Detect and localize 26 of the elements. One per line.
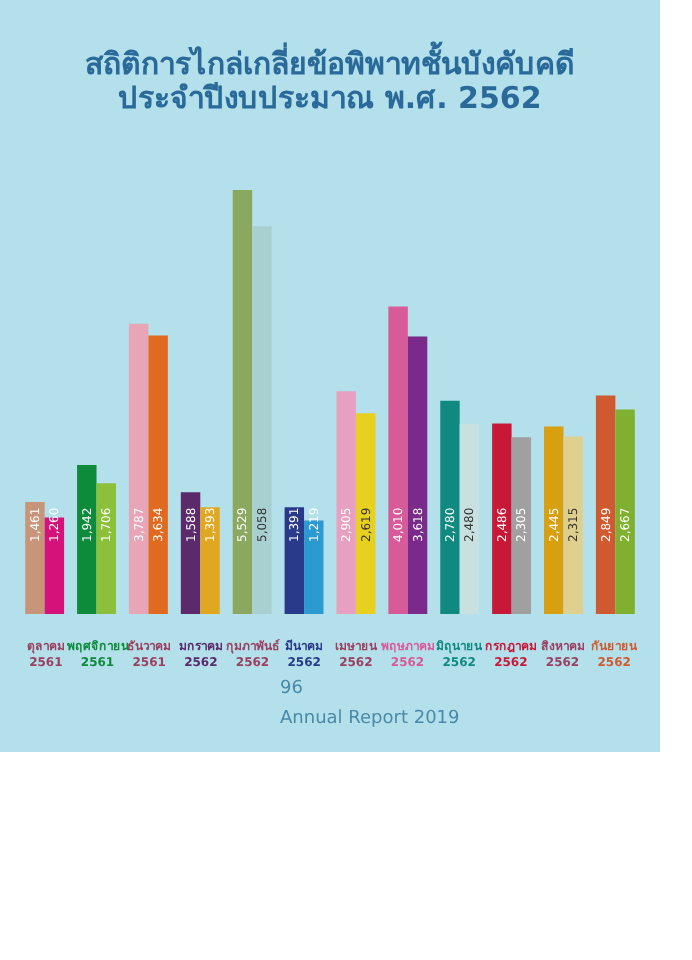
bar: [407, 336, 428, 614]
bar: [511, 437, 532, 614]
bar: [128, 323, 149, 614]
bar: [148, 335, 168, 614]
text: 96: [280, 679, 304, 699]
bar: [388, 306, 408, 614]
bar: [595, 395, 616, 614]
bar: [96, 483, 116, 614]
bar: [25, 501, 45, 614]
bar: [284, 507, 305, 614]
bar: [355, 413, 376, 614]
bar: [492, 423, 512, 614]
bar: [440, 400, 460, 614]
bar: [459, 423, 480, 614]
bar: [336, 391, 356, 614]
text: ประจำปีงบประมาณ พ.ศ. 2562: [118, 80, 542, 116]
text: Annual Report 2019: [280, 709, 461, 729]
text: สถิติการไกล่เกลี่ยข้อพิพาทชั้นบังคับคดี: [85, 46, 575, 82]
bar: [615, 409, 635, 614]
bar: [544, 426, 564, 614]
bar: [563, 436, 583, 614]
bar: [232, 190, 253, 614]
bar: [252, 226, 272, 614]
bar: [200, 507, 220, 614]
bar: [77, 465, 97, 614]
bar: [180, 492, 201, 614]
